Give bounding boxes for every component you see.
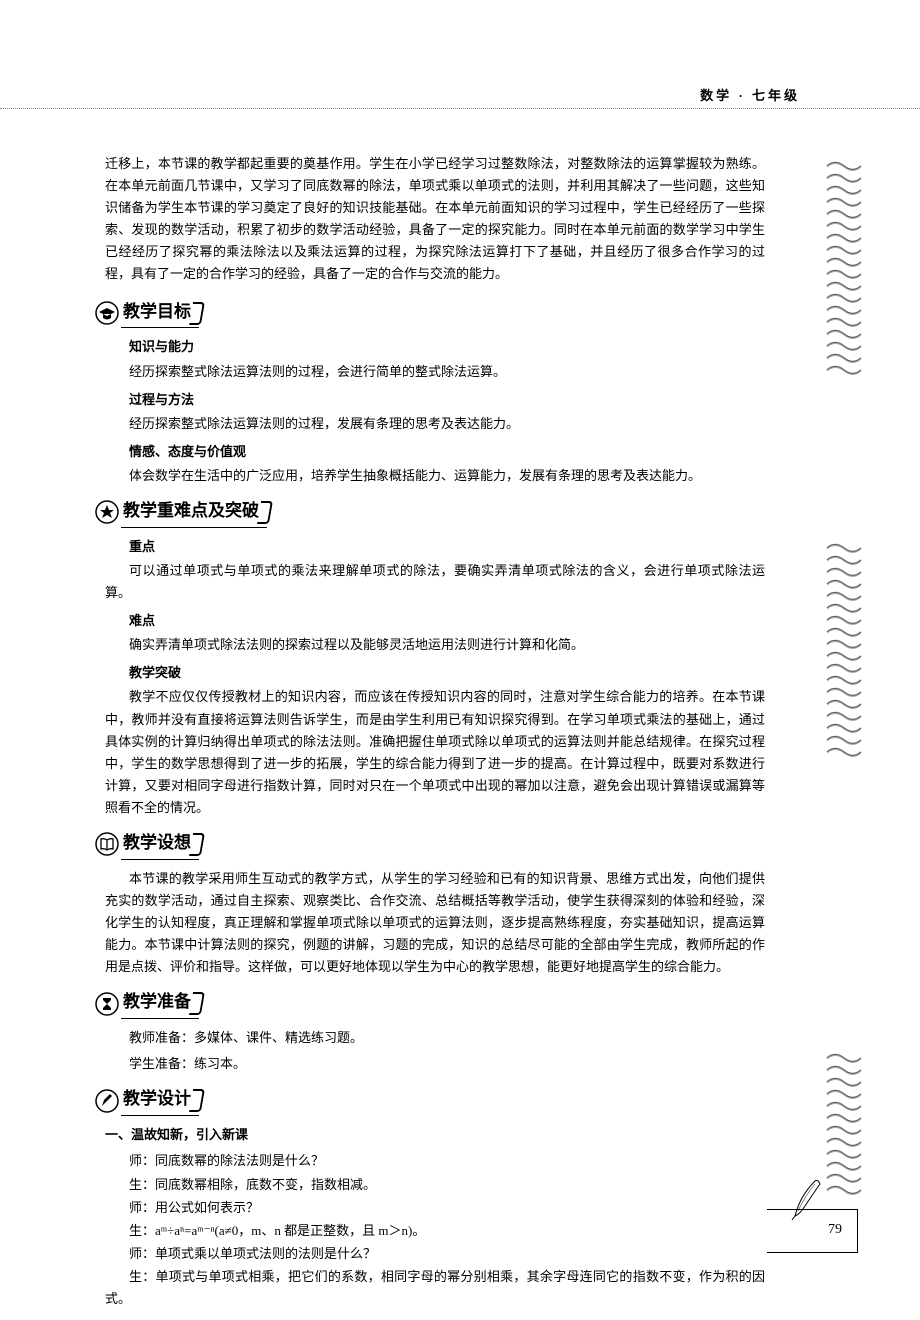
page-header: 数学 · 七年级 (700, 85, 800, 104)
section-prep: 教学准备 教师准备：多媒体、课件、精选练习题。 学生准备：练习本。 (105, 988, 765, 1075)
section-title-goals: 教学目标 (121, 298, 199, 329)
section-header-concept: 教学设想 (95, 829, 765, 860)
header-separator: · (738, 88, 745, 103)
page: 数学 · 七年级 (0, 0, 920, 1283)
dialogue-line-2: 生：同底数幂相除，底数不变，指数相减。 (129, 1174, 765, 1196)
section-header-goals: 教学目标 (95, 298, 765, 329)
content-area: 迁移上，本节课的教学都起重要的奠基作用。学生在小学已经学习过整数除法，对整数除法… (105, 140, 765, 1320)
section-concept: 教学设想 本节课的教学采用师生互动式的教学方式，从学生的学习经验和已有的知识背景… (105, 829, 765, 978)
dialogue-line-3: 师：用公式如何表示？ (129, 1197, 765, 1219)
prep-student: 学生准备：练习本。 (129, 1053, 765, 1075)
goals-text-3: 体会数学在生活中的广泛应用，培养学生抽象概括能力、运算能力，发展有条理的思考及表… (105, 465, 765, 487)
design-lastline: 生：单项式与单项式相乘，把它们的系数，相同字母的幂分别相乘，其余字母连同它的指数… (105, 1266, 765, 1310)
dialogue-line-1: 师：同底数幂的除法法则是什么？ (129, 1150, 765, 1172)
section-header-design: 教学设计 (95, 1085, 765, 1116)
section-keypoints: 教学重难点及突破 重点 可以通过单项式与单项式的乘法来理解单项式的除法，要确实弄… (105, 497, 765, 819)
goals-text-1: 经历探索整式除法运算法则的过程，会进行简单的整式除法运算。 (105, 361, 765, 383)
book-icon (95, 832, 119, 856)
pencil-icon (95, 1089, 119, 1113)
dialogue-block: 师：同底数幂的除法法则是什么？ 生：同底数幂相除，底数不变，指数相减。 师：用公… (129, 1150, 765, 1264)
section-goals: 教学目标 知识与能力 经历探索整式除法运算法则的过程，会进行简单的整式除法运算。… (105, 298, 765, 487)
kp-text-1: 可以通过单项式与单项式的乘法来理解单项式的除法，要确实弄清单项式除法的含义，会进… (105, 560, 765, 604)
header-divider (0, 108, 920, 109)
section-title-design: 教学设计 (121, 1085, 199, 1116)
section-header-prep: 教学准备 (95, 988, 765, 1019)
intro-paragraph: 迁移上，本节课的教学都起重要的奠基作用。学生在小学已经学习过整数除法，对整数除法… (105, 153, 765, 286)
section-design: 教学设计 一、温故知新，引入新课 师：同底数幂的除法法则是什么？ 生：同底数幂相… (105, 1085, 765, 1310)
star-icon (95, 500, 119, 524)
page-number: 79 (828, 1222, 842, 1238)
goals-text-2: 经历探索整式除法运算法则的过程，发展有条理的思考及表达能力。 (105, 413, 765, 435)
concept-text: 本节课的教学采用师生互动式的教学方式，从学生的学习经验和已有的知识背景、思维方式… (105, 868, 765, 978)
spiral-binding-3 (825, 1050, 865, 1194)
spiral-binding-1 (825, 158, 865, 374)
prep-teacher: 教师准备：多媒体、课件、精选练习题。 (129, 1027, 765, 1049)
kp-sub-3: 教学突破 (129, 662, 765, 684)
dialogue-line-4: 生：aᵐ÷aⁿ=aᵐ⁻ⁿ(a≠0，m、n 都是正整数，且 m＞n)。 (129, 1220, 765, 1242)
goals-sub-1: 知识与能力 (129, 336, 765, 358)
kp-text-3: 教学不应仅仅传授教材上的知识内容，而应该在传授知识内容的同时，注意对学生综合能力… (105, 686, 765, 819)
page-number-box (767, 1209, 858, 1253)
spiral-binding-2 (825, 540, 865, 756)
goals-sub-2: 过程与方法 (129, 389, 765, 411)
subject-label: 数学 (700, 88, 732, 103)
kp-sub-1: 重点 (129, 536, 765, 558)
section-title-prep: 教学准备 (121, 988, 199, 1019)
grade-label: 七年级 (752, 88, 800, 103)
kp-text-2: 确实弄清单项式除法法则的探索过程以及能够灵活地运用法则进行计算和化简。 (105, 634, 765, 656)
cap-icon (95, 301, 119, 325)
goals-sub-3: 情感、态度与价值观 (129, 441, 765, 463)
design-subtitle: 一、温故知新，引入新课 (105, 1124, 765, 1146)
kp-sub-2: 难点 (129, 610, 765, 632)
section-title-keypoints: 教学重难点及突破 (121, 497, 267, 528)
section-title-concept: 教学设想 (121, 829, 199, 860)
section-header-keypoints: 教学重难点及突破 (95, 497, 765, 528)
dialogue-line-5: 师：单项式乘以单项式法则的法则是什么？ (129, 1243, 765, 1265)
hourglass-icon (95, 992, 119, 1016)
